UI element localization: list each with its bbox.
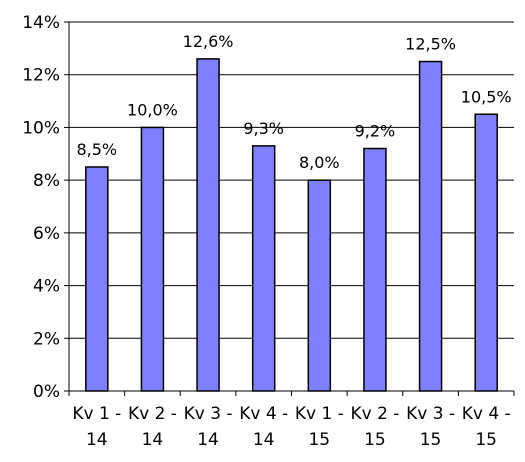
data-label: 8,0%	[299, 153, 340, 172]
gridlines	[69, 21, 514, 339]
data-label: 8,5%	[76, 140, 117, 159]
y-tick-label: 12%	[22, 66, 60, 86]
bar	[251, 145, 276, 392]
x-tick-label: Kv 2 -	[350, 404, 399, 424]
y-tick-label: 14%	[22, 13, 60, 33]
x-tick-label: 14	[86, 430, 108, 450]
data-label: 9,3%	[243, 119, 284, 138]
x-tick-label: 15	[420, 430, 442, 450]
x-tick-label: Kv 1 -	[72, 404, 121, 424]
x-tick-label: 15	[475, 430, 497, 450]
y-tick-label: 10%	[22, 118, 60, 138]
data-label: 10,0%	[127, 100, 178, 119]
y-tick-label: 4%	[33, 277, 60, 297]
bar	[474, 113, 498, 392]
x-tick-label: 14	[142, 430, 164, 450]
bar	[363, 147, 387, 392]
bar	[307, 179, 332, 392]
x-tick-label: Kv 4 -	[239, 404, 288, 424]
data-label: 10,5%	[461, 87, 512, 106]
x-tick-label: 14	[253, 430, 275, 450]
y-tick-label: 0%	[33, 382, 60, 402]
y-tick-label: 6%	[33, 224, 60, 244]
x-tick-label: Kv 1 -	[295, 404, 344, 424]
x-tick-label: Kv 3 -	[184, 404, 233, 424]
x-tick-label: Kv 3 -	[406, 404, 455, 424]
bar	[85, 166, 109, 392]
data-label: 12,6%	[183, 32, 234, 51]
axes	[64, 21, 515, 396]
y-tick-label: 8%	[33, 171, 60, 191]
x-tick-label: 14	[197, 430, 219, 450]
labels: 0% 2% 4% 6% 8% 10% 12% 14% 8,5% Kv 1 - 14 10,0% Kv 2…	[22, 13, 511, 450]
x-tick-label: 15	[308, 430, 330, 450]
x-tick-label: Kv 4 -	[462, 404, 511, 424]
data-label: 9,2%	[355, 122, 396, 141]
bar	[418, 60, 443, 392]
x-tick-label: Kv 2 -	[128, 404, 177, 424]
bars	[85, 58, 498, 392]
bar	[140, 126, 165, 392]
bar	[196, 58, 220, 392]
data-label: 12,5%	[405, 35, 456, 54]
x-tick-label: 15	[364, 430, 386, 450]
y-tick-label: 2%	[33, 329, 60, 349]
